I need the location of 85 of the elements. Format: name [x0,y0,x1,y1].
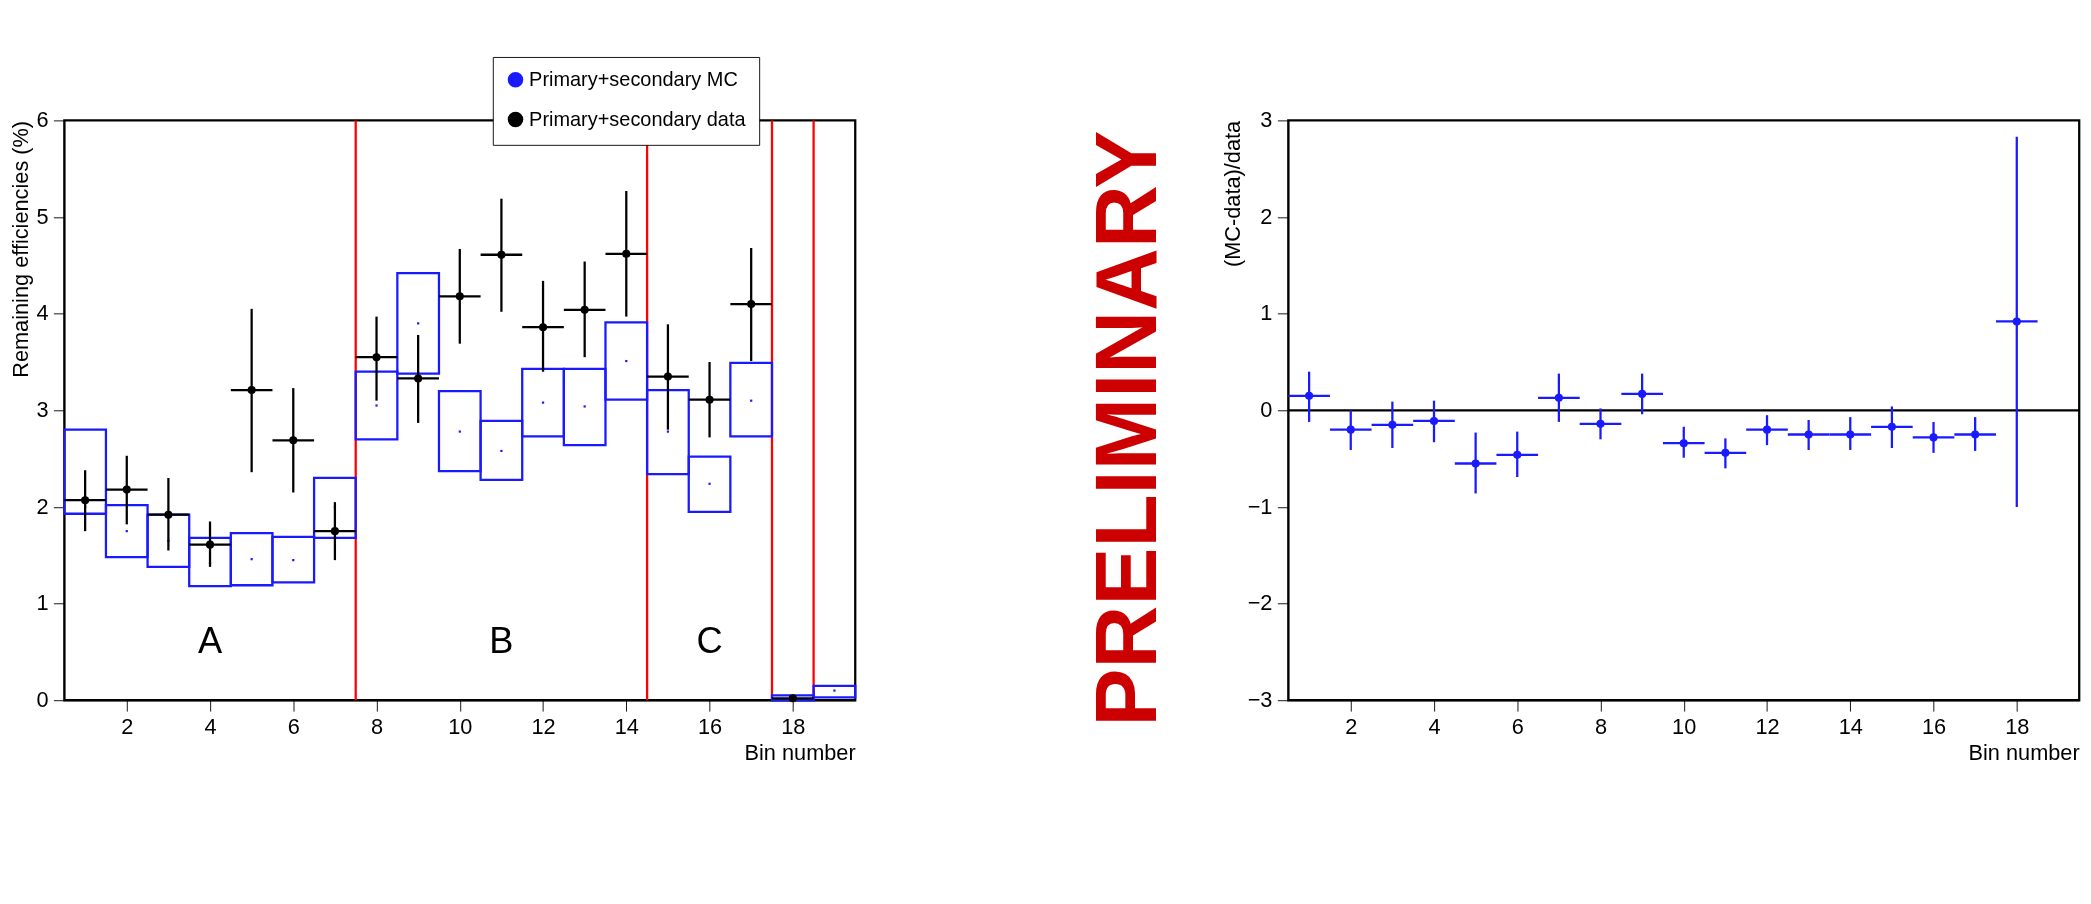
x-tick-label: 4 [204,714,217,740]
point [663,372,672,381]
x-tick-label: 12 [1755,714,1780,740]
x-tick-label: 8 [1594,714,1608,740]
point [122,485,131,494]
point [81,496,90,505]
point [247,386,256,395]
point [1388,420,1397,429]
legend-label: Primary+secondary MC [529,68,738,90]
point [622,249,631,258]
point [538,323,548,332]
point [1887,422,1896,431]
point [455,292,464,301]
x-axis-title: Bin number [1968,739,2080,765]
point [1429,416,1439,426]
point [458,430,461,433]
point [500,449,503,453]
y-tick-label: 2 [36,493,49,519]
point [1804,430,1813,439]
point [1971,430,1980,439]
point [1305,391,1314,400]
x-tick-label: 6 [1511,714,1524,740]
x-tick-label: 6 [287,714,300,740]
y-tick-label: 4 [36,300,49,326]
y-tick-label: 0 [36,687,49,713]
point [1554,393,1563,402]
text: PRELIMINARY [1077,130,1175,727]
annotation: A [197,620,223,662]
point [666,430,670,433]
point [1638,389,1647,398]
x-tick-label: 2 [121,714,134,740]
point [330,527,339,536]
x-tick-label: 18 [781,714,806,740]
y-axis-title: Remaining efficiencies (%) [8,120,34,378]
point [708,482,711,485]
point [1762,425,1772,434]
point [497,250,506,259]
y-tick-label: −3 [1247,687,1273,713]
x-tick-label: 4 [1428,714,1441,740]
x-tick-label: 10 [448,714,473,740]
x-tick-label: 12 [531,714,556,740]
y-axis-title: (MC-data)/data [1219,119,1245,268]
point [164,510,173,519]
y-tick-label: 3 [1260,107,1273,133]
point [583,405,586,408]
point [1929,433,1938,442]
point [1513,450,1522,459]
y-tick-label: −2 [1247,590,1273,616]
y-tick-label: 1 [1260,300,1273,326]
point [705,395,714,404]
point [205,540,215,549]
point [375,404,378,407]
y-tick-label: 5 [36,203,49,229]
point [1846,430,1855,439]
y-tick-label: 0 [1260,397,1273,423]
point [580,305,589,314]
x-tick-label: 16 [1921,714,1947,740]
bar [729,361,774,438]
y-tick-label: −1 [1247,493,1273,519]
point [747,300,756,309]
point [1679,439,1688,448]
x-tick-label: 14 [614,714,639,740]
point [833,689,836,692]
y-tick-label: 6 [36,107,49,133]
y-tick-label: 3 [36,397,49,423]
annotation: B [489,620,514,662]
x-tick-label: 8 [370,714,384,740]
point [1721,448,1730,457]
point [2012,317,2021,326]
y-tick-label: 2 [1260,203,1273,229]
x-tick-label: 2 [1345,714,1358,740]
point [1471,459,1480,468]
x-tick-label: 16 [697,714,723,740]
point [1596,419,1605,428]
point [414,374,423,383]
x-tick-label: 14 [1838,714,1863,740]
annotation: C [696,620,723,662]
point [1346,425,1355,434]
y-tick-label: 1 [36,590,49,616]
point [289,436,298,445]
point [372,353,381,362]
x-axis-title: Bin number [744,739,856,765]
x-tick-label: 18 [2005,714,2030,740]
legend-label: Primary+secondary data [529,107,747,130]
x-tick-label: 10 [1672,714,1697,740]
